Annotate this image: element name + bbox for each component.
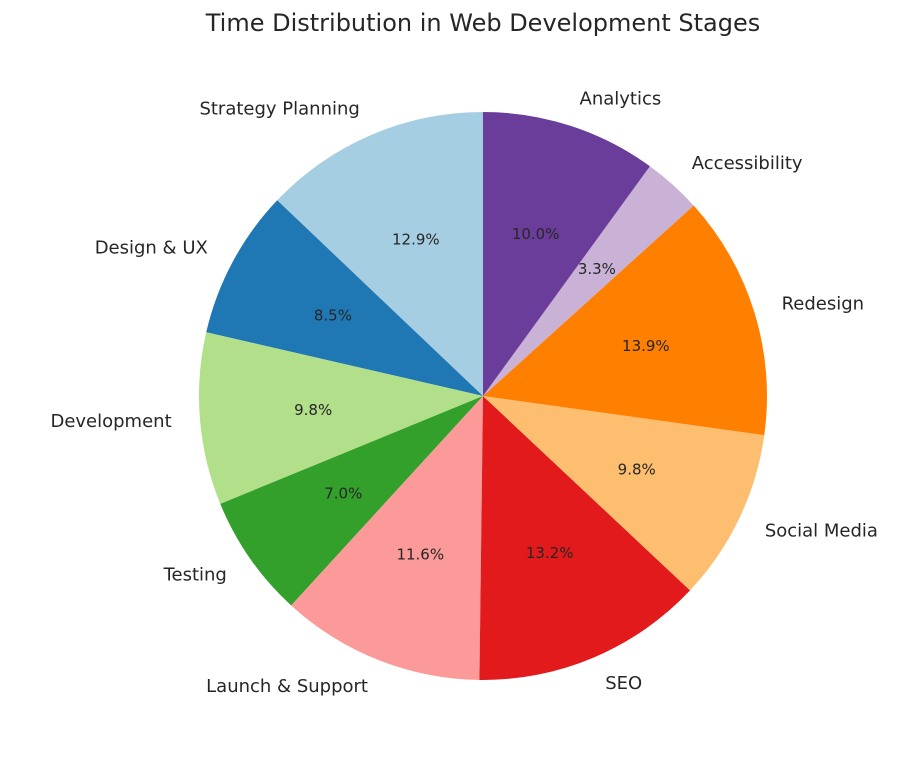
pct-label-accessibility: 3.3% (578, 260, 616, 278)
pie-slice-redesign (483, 205, 767, 436)
chart-title: Time Distribution in Web Development Sta… (205, 9, 761, 37)
slice-label-design-and-ux: Design & UX (95, 238, 208, 259)
pie-slice-accessibility (483, 166, 694, 396)
pct-label-redesign: 13.9% (622, 337, 670, 355)
pie-slice-seo (479, 396, 691, 680)
pie-slice-strategy-planning (277, 112, 483, 396)
slice-label-seo: SEO (605, 673, 642, 694)
slice-label-social-media: Social Media (765, 520, 878, 541)
slice-label-strategy-planning: Strategy Planning (199, 98, 359, 119)
pct-label-launch-and-support: 11.6% (396, 545, 444, 563)
pct-label-testing: 7.0% (324, 485, 362, 503)
pct-label-design-and-ux: 8.5% (314, 306, 352, 324)
slices-layer (199, 112, 767, 680)
slice-label-analytics: Analytics (580, 88, 662, 109)
pie-slice-development (199, 332, 483, 504)
pie-slice-social-media (483, 396, 765, 591)
labels-layer: Strategy Planning 12.9% Design & UX 8.5% Dev… (50, 88, 878, 697)
pct-label-strategy-planning: 12.9% (392, 230, 440, 248)
slice-label-development: Development (50, 411, 171, 432)
pct-label-analytics: 10.0% (512, 225, 560, 243)
pct-label-social-media: 9.8% (618, 461, 656, 479)
pie-slice-analytics (483, 112, 650, 396)
pct-label-seo: 13.2% (526, 544, 574, 562)
pie-slice-design-and-ux (206, 200, 483, 396)
pct-label-development: 9.8% (294, 401, 332, 419)
slice-label-testing: Testing (163, 564, 227, 585)
slice-label-accessibility: Accessibility (692, 153, 803, 174)
slice-label-redesign: Redesign (782, 294, 865, 315)
pie-slice-testing (220, 396, 483, 606)
pie-slice-launch-and-support (291, 396, 483, 680)
slice-label-launch-and-support: Launch & Support (206, 676, 368, 697)
